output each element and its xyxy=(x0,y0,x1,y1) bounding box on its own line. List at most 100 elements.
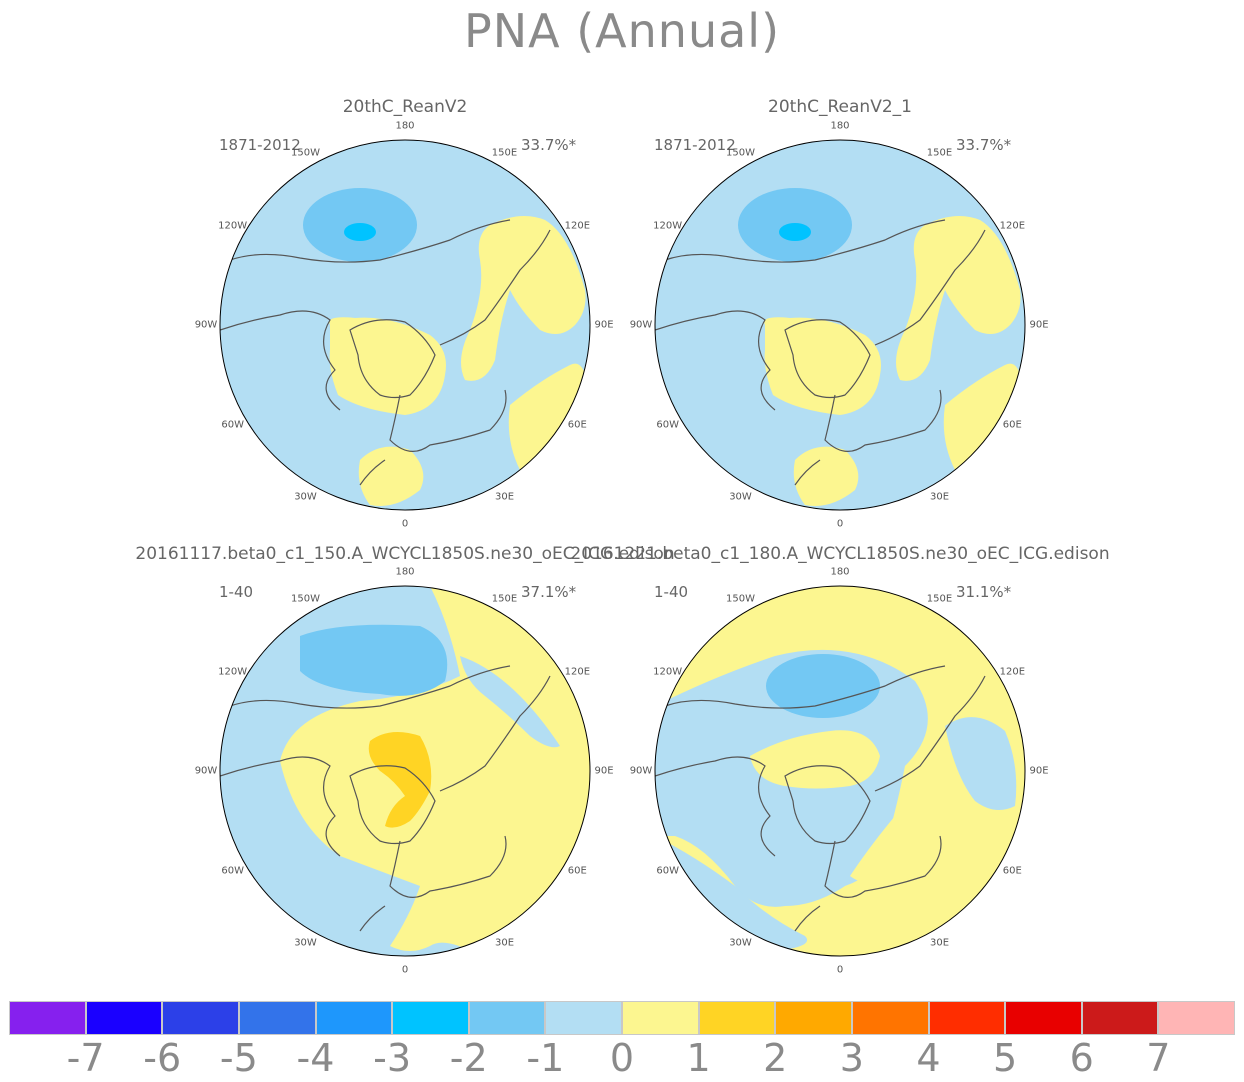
panel-1-lon-label: 0 xyxy=(401,518,409,530)
panel-4-lon-label: 90W xyxy=(629,765,653,777)
colorbar-box xyxy=(1005,1001,1082,1035)
panel-4-lon-label: 120E xyxy=(999,666,1026,677)
positive-region-east-asia xyxy=(943,363,1025,470)
colorbar-label: -5 xyxy=(219,1036,258,1080)
panel-2-lon-label: 60W xyxy=(656,419,679,430)
panel-1-lon-label: 150W xyxy=(291,147,320,159)
coastlines xyxy=(655,219,986,486)
colorbar-label: 6 xyxy=(1069,1036,1094,1080)
colorbar-label: -7 xyxy=(66,1036,105,1080)
panel-3-polar-map xyxy=(219,585,591,957)
panel-4-lon-label: 90E xyxy=(1029,765,1049,777)
colorbar-label: -1 xyxy=(526,1036,565,1080)
strong-negative-anomaly-pacific-core xyxy=(779,223,811,241)
positive-region-siberia xyxy=(896,216,1021,381)
colorbar-label: 5 xyxy=(993,1036,1018,1080)
panel-3-lon-label: 30E xyxy=(494,937,515,949)
colorbar-box xyxy=(1081,1001,1159,1035)
colorbar-label: 2 xyxy=(763,1036,788,1080)
panel-2-lon-label: 90W xyxy=(629,319,653,331)
panel-4-lon-label: 60W xyxy=(656,865,679,876)
panel-4-lon-label: 150W xyxy=(726,593,755,605)
panel-2-lon-label: 90E xyxy=(1029,319,1049,331)
panel-1-title: 20thC_ReanV2 xyxy=(342,97,468,117)
strong-positive-region-greenland xyxy=(368,732,432,828)
panel-1-lon-label: 30E xyxy=(494,491,515,503)
panel-2-pct: 33.7%* xyxy=(956,136,1012,154)
panel-2-lon-label: 120E xyxy=(999,220,1026,231)
positive-region-east-asia xyxy=(508,363,590,470)
panel-1-lon-label: 150E xyxy=(491,147,518,159)
strong-negative-anomaly-pacific-core xyxy=(344,223,376,241)
positive-region-siberia xyxy=(461,216,586,381)
colorbar-label: -6 xyxy=(143,1036,182,1080)
panel-3-lon-label: 0 xyxy=(401,964,409,976)
figure-title: PNA (Annual) xyxy=(463,4,781,58)
coastlines xyxy=(220,665,551,932)
panel-3-lon-label: 180 xyxy=(395,566,415,578)
colorbar-label: 1 xyxy=(686,1036,711,1080)
panel-3-title: 20161117.beta0_c1_150.A_WCYCL1850S.ne30_… xyxy=(135,544,675,564)
panel-1-lon-label: 180 xyxy=(395,120,415,132)
colorbar-box xyxy=(162,1001,239,1035)
panel-3-lon-label: 90W xyxy=(194,765,218,777)
colorbar-label: -4 xyxy=(296,1036,335,1080)
panel-4-lon-label: 150E xyxy=(926,593,953,605)
panel-3-lon-label: 30W xyxy=(294,937,317,949)
positive-region-asia-tongue xyxy=(850,726,965,884)
panel-4-lon-label: 30W xyxy=(729,937,752,949)
panel-2-lon-label: 60E xyxy=(1002,419,1022,430)
panel-1-lon-label: 90W xyxy=(194,319,218,331)
panel-2-period: 1871-2012 xyxy=(654,136,736,154)
panel-4-pct: 31.1%* xyxy=(956,583,1012,601)
negative-region-pacific xyxy=(300,624,448,696)
positive-region-greenland-canada xyxy=(329,317,446,415)
colorbar-box xyxy=(315,1001,393,1035)
panel-1-lon-label: 120E xyxy=(564,220,591,231)
panel-4-polar-map xyxy=(654,585,1026,957)
panel-2-polar-map xyxy=(654,139,1026,511)
panel-3-pct: 37.1%* xyxy=(521,583,577,601)
panel-2-lon-label: 150E xyxy=(926,147,953,159)
panel-1-lon-label: 60E xyxy=(567,419,587,430)
colorbar-box xyxy=(928,1001,1006,1035)
panel-1-lon-label: 30W xyxy=(294,491,317,503)
panel-2-lon-label: 30E xyxy=(929,491,950,503)
colorbar-box xyxy=(9,1001,86,1035)
panel-3-lon-label: 120E xyxy=(564,666,591,677)
negative-anomaly-pacific xyxy=(766,654,880,718)
panel-1-lon-label: 120W xyxy=(218,220,248,231)
colorbar-box xyxy=(85,1001,163,1035)
panel-2-lon-label: 120W xyxy=(653,220,683,231)
panel-2-title: 20thC_ReanV2_1 xyxy=(768,97,912,117)
panel-1-pct: 33.7%* xyxy=(521,136,577,154)
panel-3-lon-label: 150E xyxy=(491,593,518,605)
colorbar-box xyxy=(468,1001,546,1035)
panel-3-lon-label: 90E xyxy=(594,765,614,777)
panel-2-lon-label: 30W xyxy=(729,491,752,503)
panel-4-lon-label: 30E xyxy=(929,937,950,949)
negative-region-east-asia xyxy=(460,656,560,748)
panel-4-period: 1-40 xyxy=(654,583,689,601)
colorbar-box xyxy=(545,1001,622,1035)
positive-region-atlantic xyxy=(793,446,859,506)
panel-1-period: 1871-2012 xyxy=(219,136,301,154)
colorbar-label: 3 xyxy=(839,1036,864,1080)
colorbar-box xyxy=(775,1001,852,1035)
panel-2-lon-label: 180 xyxy=(830,120,850,132)
panel-3-period: 1-40 xyxy=(219,583,254,601)
colorbar-box xyxy=(392,1001,469,1035)
panel-4-lon-label: 60E xyxy=(1002,865,1022,876)
panel-3-lon-label: 150W xyxy=(291,593,320,605)
panel-4-lon-label: 180 xyxy=(830,566,850,578)
positive-region-greenland-canada xyxy=(764,317,881,415)
colorbar-box xyxy=(698,1001,776,1035)
panel-2-lon-label: 0 xyxy=(836,518,844,530)
colorbar-box xyxy=(622,1001,699,1035)
positive-region-eurasia xyxy=(280,586,590,956)
coastlines xyxy=(655,665,986,932)
panel-2-lon-label: 150W xyxy=(726,147,755,159)
panel-3-lon-label: 60W xyxy=(221,865,244,876)
positive-region-atlantic xyxy=(358,446,424,506)
panel-1-lon-label: 60W xyxy=(221,419,244,430)
